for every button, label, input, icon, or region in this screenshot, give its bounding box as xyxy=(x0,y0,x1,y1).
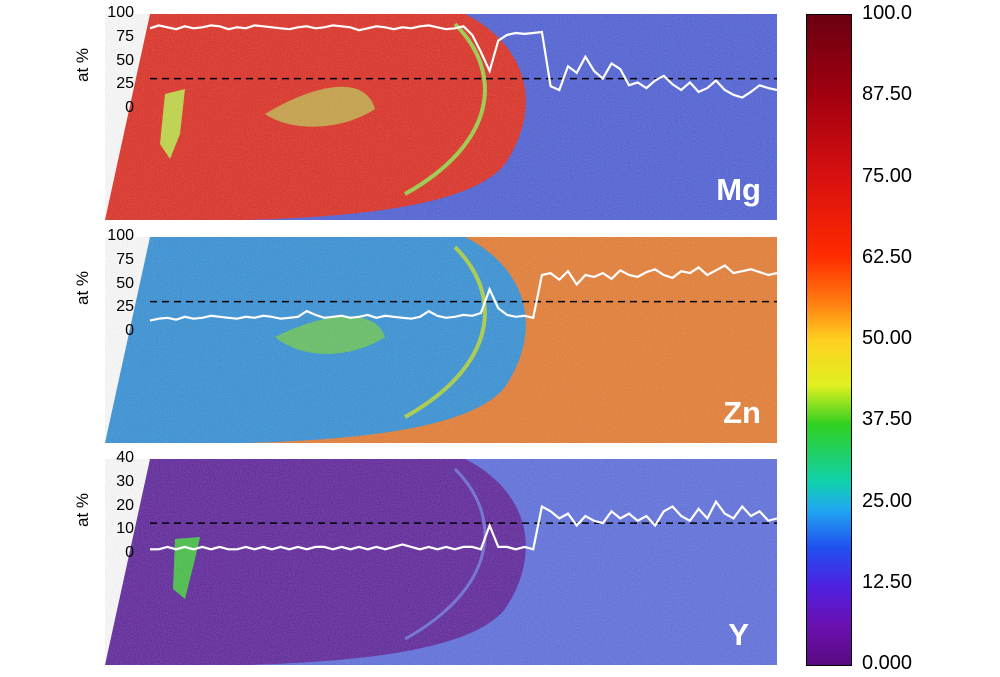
colorbar-label: 37.50 xyxy=(862,408,913,431)
y-map-image xyxy=(105,459,777,665)
panel-mg: Mg xyxy=(105,14,777,220)
tick-label: 50 xyxy=(116,51,134,69)
y-axis-title: at % xyxy=(73,492,93,528)
tick-label: 20 xyxy=(116,496,134,514)
tick-label: 25 xyxy=(116,298,134,316)
colorbar xyxy=(806,14,852,666)
colorbar-label: 12.50 xyxy=(862,570,913,593)
tick-label: 75 xyxy=(116,27,134,45)
colorbar-label: 62.50 xyxy=(862,245,913,268)
mg-axis-title: at % xyxy=(73,47,93,83)
tick-label: 40 xyxy=(116,449,134,466)
mg-element-label: Mg xyxy=(716,172,761,207)
colorbar-label: 100.0 xyxy=(862,2,913,24)
tick-label: 10 xyxy=(116,520,134,538)
tick-label: 100 xyxy=(107,227,134,244)
tick-label: 0 xyxy=(125,99,134,116)
tick-label: 0 xyxy=(125,544,134,561)
y-element-label: Y xyxy=(728,617,749,652)
zn-axis-title: at % xyxy=(73,270,93,306)
zn-map-image xyxy=(105,237,777,443)
colorbar-label: 0.000 xyxy=(862,652,913,674)
zn-element-label: Zn xyxy=(723,395,761,430)
mg-map-image xyxy=(105,14,777,220)
tick-label: 50 xyxy=(116,274,134,292)
panel-y: Y xyxy=(105,459,777,665)
colorbar-label: 87.50 xyxy=(862,83,913,106)
colorbar-label: 50.00 xyxy=(862,327,913,349)
tick-label: 25 xyxy=(116,75,134,93)
tick-label: 100 xyxy=(107,4,134,21)
tick-label: 75 xyxy=(116,250,134,268)
tick-label: 30 xyxy=(116,472,134,490)
colorbar-label: 25.00 xyxy=(862,489,913,512)
tick-label: 0 xyxy=(125,322,134,339)
panel-zn: Zn xyxy=(105,237,777,443)
colorbar-label: 75.00 xyxy=(862,164,913,187)
